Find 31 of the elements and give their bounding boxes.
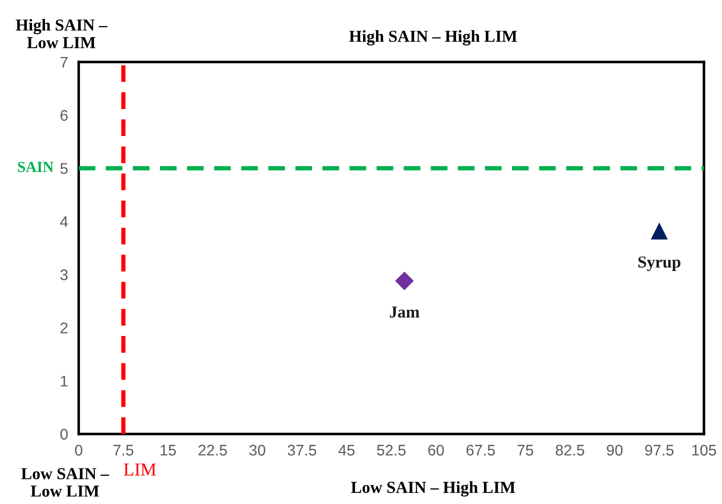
y-tick-label: 3 — [60, 269, 68, 280]
x-tick-label: 7.5 — [114, 444, 134, 456]
x-tick-label: 82.5 — [556, 444, 584, 456]
text: High SAIN – Low LIM — [16, 18, 108, 48]
x-tick-label: 90 — [606, 444, 623, 456]
ref-line-label: SAIN — [18, 162, 54, 172]
x-tick-label: 45 — [338, 444, 355, 456]
text: High SAIN – High LIM — [349, 30, 517, 46]
x-tick-label: 37.5 — [288, 444, 316, 456]
x-tick-label: 22.5 — [198, 444, 227, 456]
series-label: Jam — [390, 306, 420, 318]
x-tick-label: 105 — [692, 444, 716, 456]
y-tick-label: 7 — [60, 57, 68, 68]
ref-line-label: LIM — [124, 464, 156, 476]
y-tick-label: 5 — [60, 163, 68, 174]
x-tick-label: 97.5 — [645, 444, 674, 456]
text: Low SAIN – Low LIM — [21, 468, 110, 497]
y-tick-label: 6 — [60, 110, 68, 121]
x-tick-label: 52.5 — [377, 444, 406, 456]
y-tick-label: 1 — [60, 376, 68, 386]
y-tick-label: 0 — [60, 428, 68, 440]
x-tick-label: 60 — [428, 444, 444, 456]
x-tick-label: 67.5 — [466, 444, 495, 456]
x-tick-label: 0 — [75, 444, 82, 456]
x-tick-label: 75 — [518, 444, 534, 456]
x-tick-label: 15 — [160, 444, 176, 456]
y-tick-label: 2 — [60, 322, 68, 334]
y-tick-label: 4 — [60, 216, 68, 227]
text: Low SAIN – High LIM — [351, 481, 516, 496]
series-label: Syrup — [638, 256, 680, 272]
x-tick-label: 30 — [249, 444, 266, 456]
